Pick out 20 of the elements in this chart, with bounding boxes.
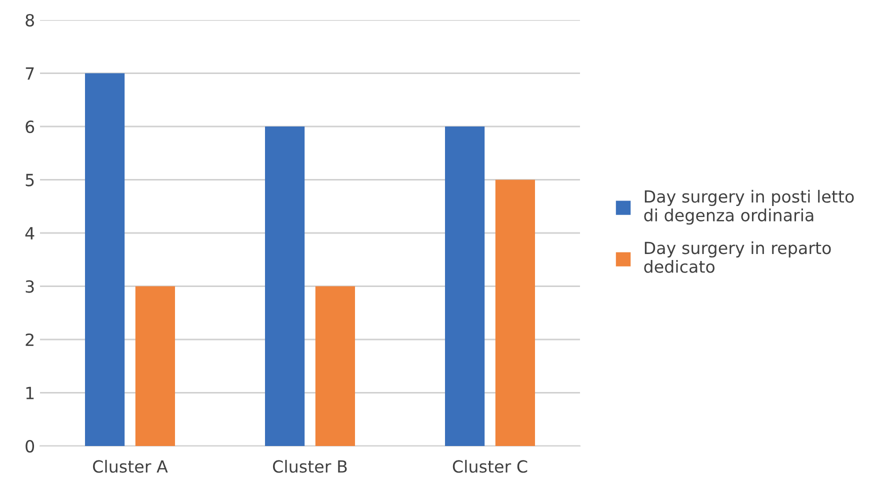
legend-label: Day surgery in posti letto di degenza ordinaria xyxy=(644,190,854,225)
x-tick-label: Cluster A xyxy=(93,460,168,473)
y-tick-label: 0 xyxy=(26,440,34,453)
bar xyxy=(265,126,305,446)
x-tick-label: Cluster C xyxy=(452,460,528,473)
y-tick-label: 6 xyxy=(26,120,34,134)
y-tick-label: 8 xyxy=(26,14,34,27)
legend-label: Day surgery in reparto dedicato xyxy=(644,241,831,273)
bar xyxy=(495,180,535,446)
y-tick-label: 3 xyxy=(26,280,34,293)
bar xyxy=(135,286,175,446)
y-tick-label: 5 xyxy=(26,174,34,186)
y-tick-label: 1 xyxy=(26,386,34,400)
y-tick-label: 7 xyxy=(26,67,34,80)
bar xyxy=(315,286,355,446)
bar xyxy=(85,73,125,446)
y-tick-label: 4 xyxy=(25,227,34,240)
y-tick-label: 2 xyxy=(26,333,34,346)
x-tick-label: Cluster B xyxy=(272,460,347,473)
bar xyxy=(445,126,485,446)
